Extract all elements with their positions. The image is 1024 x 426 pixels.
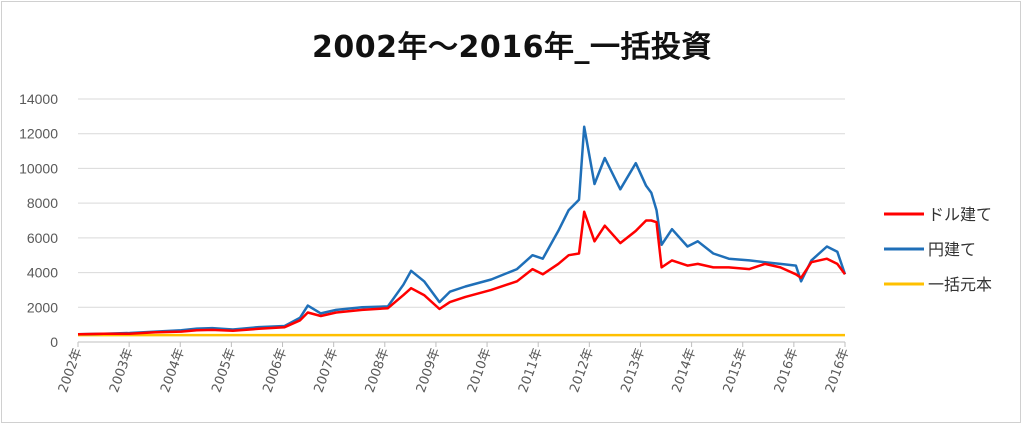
x-tick-label: 2003年 <box>107 346 137 394</box>
series-line-0 <box>77 210 847 336</box>
series-line-1 <box>77 125 847 336</box>
x-tick-label: 2010年 <box>465 346 495 394</box>
x-tick-label: 2016年 <box>823 346 853 394</box>
x-tick-label: 2007年 <box>312 346 342 394</box>
y-axis-ticks: 0 2000 4000 6000 8000 10000 12000 14000 <box>19 91 58 350</box>
series-lines <box>77 125 847 337</box>
x-axis-ticks: 2002年 2003年 2004年 2005年 2006年 2007年 2008年 2009年… <box>56 342 853 395</box>
legend-label: 一括元本 <box>928 275 992 294</box>
y-tick-label: 2000 <box>27 299 58 315</box>
y-tick-label: 4000 <box>27 265 58 281</box>
legend-label: ドル建て <box>928 205 992 224</box>
y-tick-label: 12000 <box>19 126 58 142</box>
x-tick-label: 2011年 <box>516 346 546 394</box>
x-tick-label: 2004年 <box>158 346 188 394</box>
x-tick-label: 2016年 <box>772 346 802 394</box>
gridlines <box>78 98 845 343</box>
x-tick-label: 2005年 <box>209 346 239 394</box>
x-tick-label: 2008年 <box>363 346 393 394</box>
x-tick-label: 2014年 <box>669 346 699 394</box>
y-tick-label: 10000 <box>19 160 58 176</box>
x-tick-label: 2012年 <box>567 346 597 394</box>
x-tick-label: 2015年 <box>721 346 751 394</box>
y-tick-label: 6000 <box>27 230 58 246</box>
x-tick-label: 2006年 <box>260 346 290 394</box>
y-tick-label: 8000 <box>27 195 58 211</box>
x-tick-label: 2002年 <box>56 346 86 394</box>
y-tick-label: 0 <box>50 334 58 350</box>
x-tick-label: 2009年 <box>414 346 444 394</box>
y-tick-label: 14000 <box>19 91 58 107</box>
chart-title: 2002年～2016年_一括投資 <box>312 30 712 65</box>
x-tick-label: 2013年 <box>618 346 648 394</box>
legend-label: 円建て <box>928 240 976 259</box>
